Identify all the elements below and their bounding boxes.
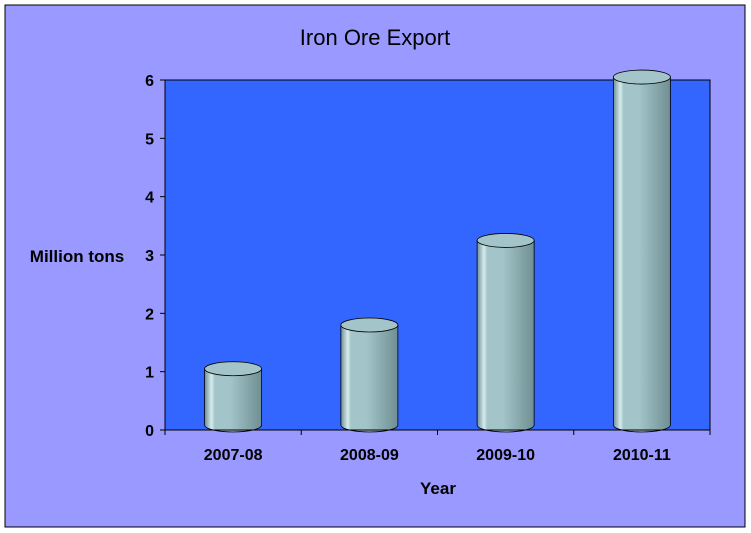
bar-body (476, 240, 535, 433)
bar (476, 233, 535, 433)
bar-top (612, 69, 671, 85)
bar-body (612, 76, 671, 433)
bar-top (476, 233, 535, 248)
x-tick-label: 2007-08 (204, 447, 263, 464)
x-tick-label: 2009-10 (476, 447, 535, 464)
bar (204, 361, 263, 433)
y-tick-label: 3 (145, 248, 154, 265)
bar (612, 69, 671, 433)
bars-group (204, 69, 671, 433)
axes-group: 0 1 2 3 4 5 6 2007-08 2008-09 2009-10 2010-11 (145, 73, 711, 464)
y-tick-label: 0 (145, 423, 154, 440)
y-tick-label: 5 (145, 131, 154, 148)
y-tick-label: 2 (145, 306, 154, 323)
y-tick-label: 4 (145, 190, 154, 207)
bar-body (204, 368, 263, 433)
x-axis-label: Year (420, 479, 456, 498)
x-tick-label: 2008-09 (340, 447, 399, 464)
bar-top (340, 317, 399, 333)
y-axis-label: Million tons (30, 247, 124, 266)
chart-title: Iron Ore Export (300, 25, 450, 50)
bar-top (204, 361, 263, 377)
bar-body (340, 324, 399, 433)
x-tick-label: 2010-11 (613, 447, 671, 464)
y-tick-label: 1 (145, 365, 154, 382)
y-tick-label: 6 (145, 73, 154, 90)
bar (340, 317, 399, 433)
